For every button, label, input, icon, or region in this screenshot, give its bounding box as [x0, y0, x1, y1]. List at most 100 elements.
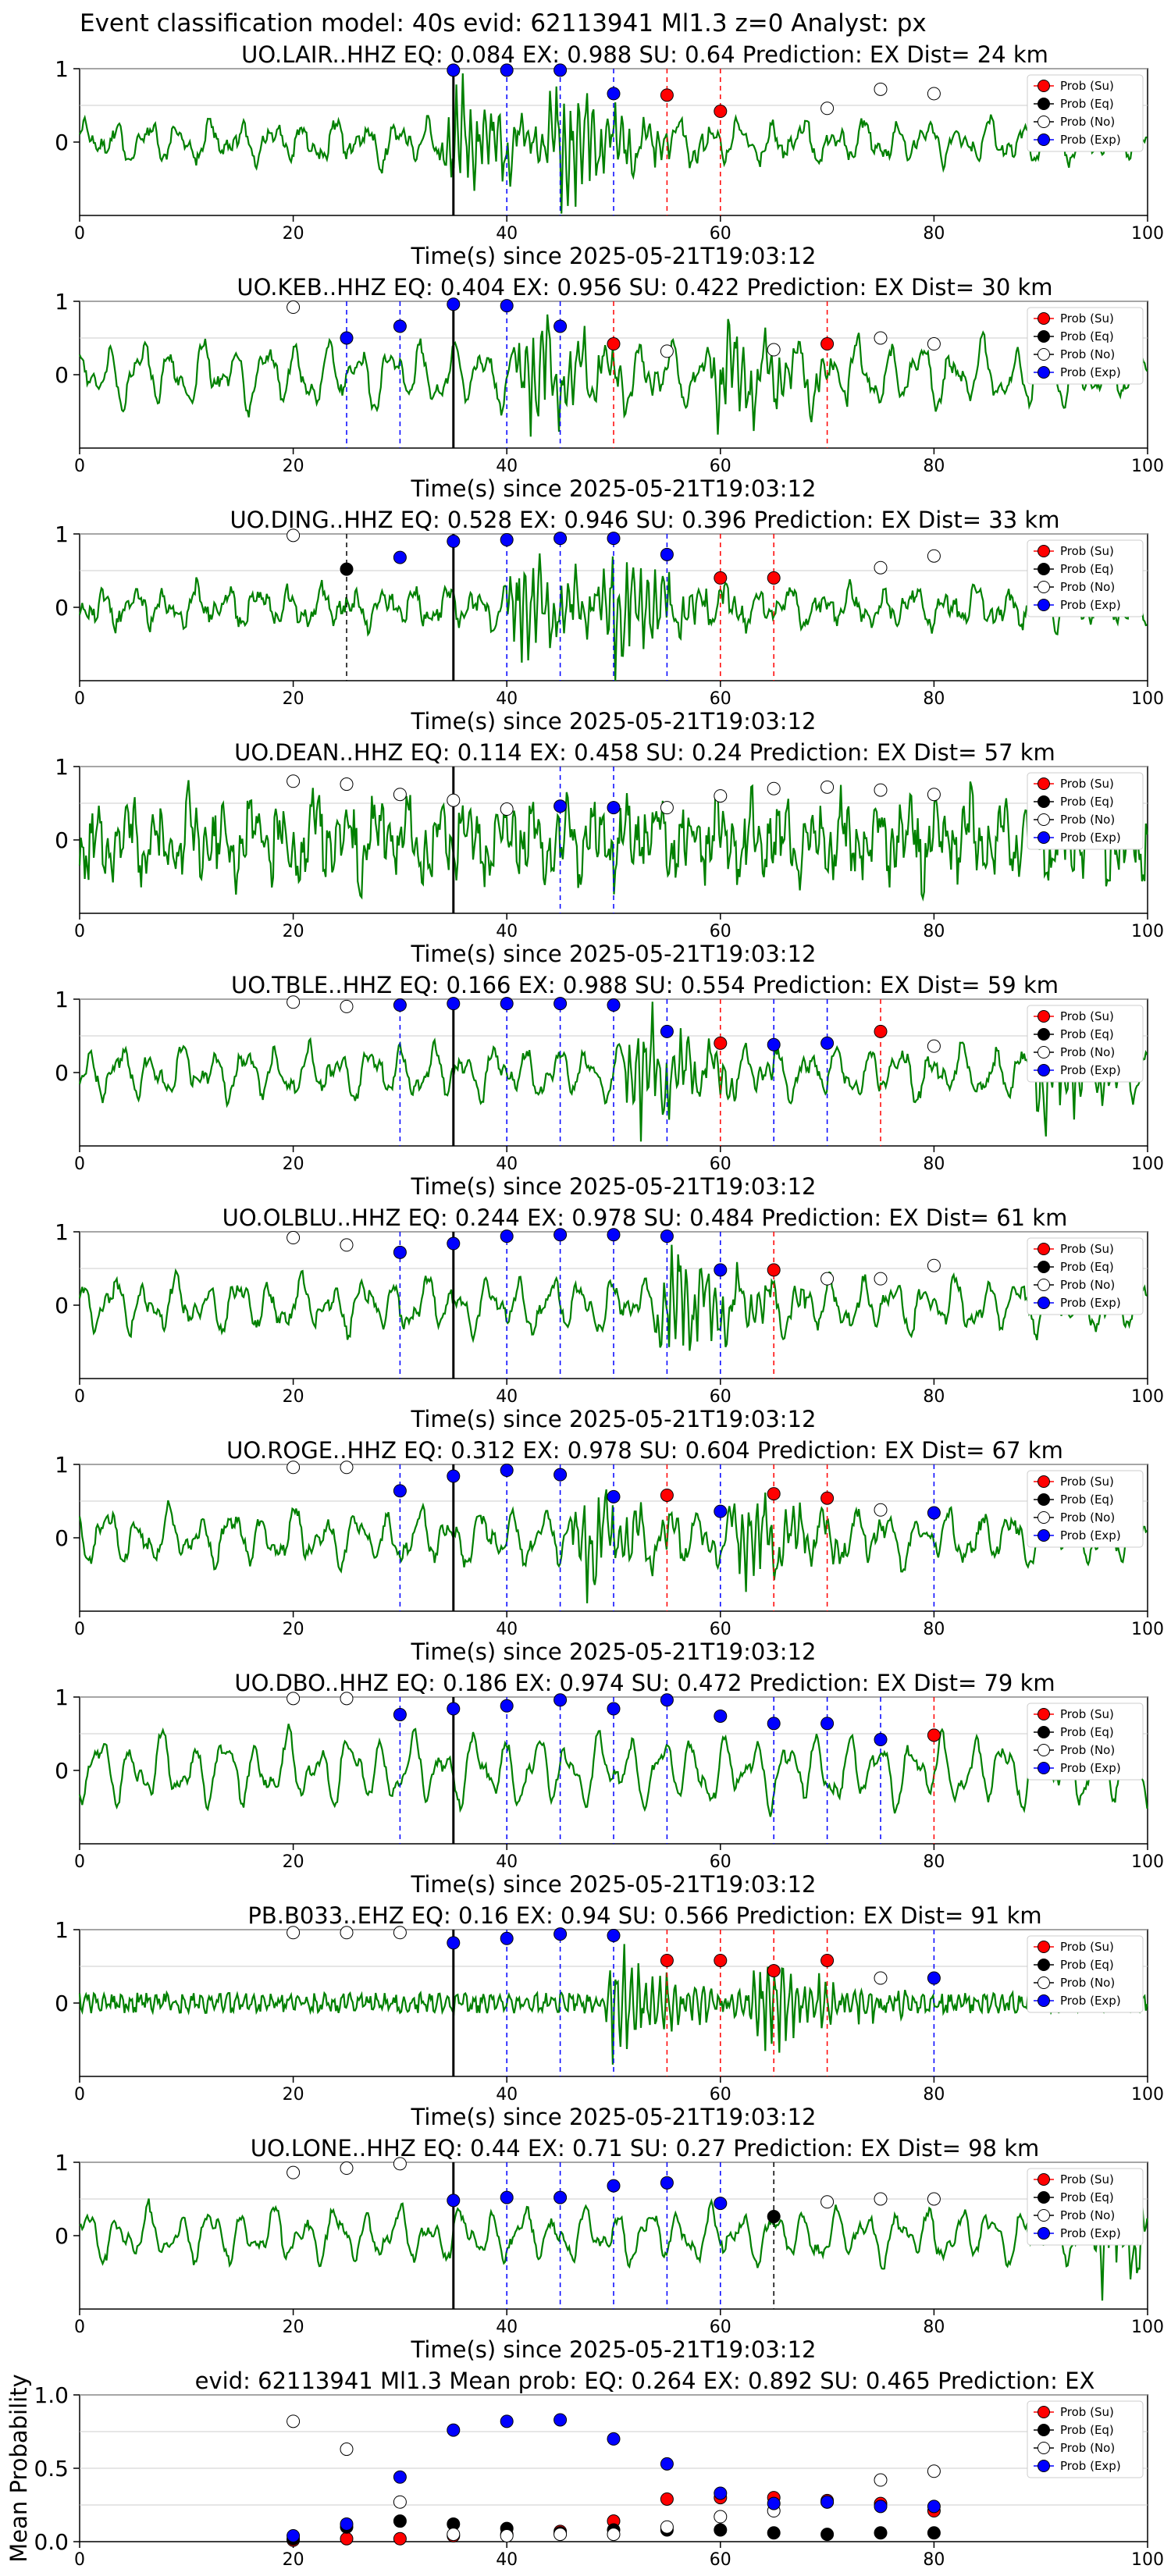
- panel-legend: Prob (Su) Prob (Eq) Prob (No) Prob (Exp): [1027, 1470, 1144, 1548]
- probability-point: [447, 63, 461, 77]
- mean-probability-point: [927, 2500, 941, 2514]
- legend-marker: [1038, 1261, 1050, 1273]
- x-tick-label: 60: [710, 2085, 731, 2105]
- x-tick-label: 20: [283, 1387, 304, 1407]
- mean-probability-point: [820, 2495, 835, 2509]
- probability-point: [553, 319, 568, 333]
- y-axis-label: Mean Probability: [5, 2374, 32, 2563]
- legend-box: [1027, 772, 1144, 850]
- legend-label: Prob (Exp): [1060, 1296, 1121, 1310]
- legend-marker: [1038, 795, 1050, 808]
- x-tick-label: 80: [923, 1620, 945, 1639]
- panel-title: evid: 62113941 Ml1.3 Mean prob: EQ: 0.26…: [195, 2368, 1095, 2394]
- y-tick-label: 1: [55, 56, 69, 82]
- probability-point: [393, 550, 407, 564]
- probability-point: [660, 88, 674, 102]
- x-tick-label: 100: [1131, 2550, 1164, 2570]
- x-tick-label: 0: [74, 457, 85, 476]
- probability-point: [714, 1953, 728, 1967]
- x-tick-label: 100: [1131, 2085, 1164, 2105]
- x-tick-label: 0: [74, 922, 85, 941]
- legend-box: [1027, 307, 1144, 385]
- x-tick-label: 80: [923, 922, 945, 941]
- legend-label: Prob (Exp): [1060, 1063, 1121, 1077]
- x-tick-label: 0: [74, 1387, 85, 1407]
- y-tick-label: 1: [55, 1452, 69, 1478]
- probability-point: [927, 337, 941, 351]
- waveform-trace: [78, 1724, 1148, 1817]
- legend-marker: [1038, 1493, 1050, 1506]
- x-tick-label: 40: [496, 2318, 518, 2337]
- probability-point: [874, 82, 888, 96]
- probability-point: [287, 995, 301, 1009]
- probability-point: [287, 528, 301, 543]
- probability-point: [820, 101, 835, 116]
- panel-legend: Prob (Su) Prob (Eq) Prob (No) Prob (Exp): [1027, 539, 1144, 617]
- probability-point: [660, 801, 674, 815]
- x-tick-label: 20: [283, 1155, 304, 1174]
- probability-point: [553, 2190, 568, 2204]
- legend-marker: [1038, 1708, 1050, 1720]
- x-axis-label: Time(s) since 2025-05-21T19:03:12: [411, 2336, 817, 2363]
- mean-legend: Prob (Su) Prob (Eq) Prob (No) Prob (Exp): [1027, 2400, 1144, 2478]
- legend-label: Prob (Eq): [1060, 2190, 1114, 2204]
- legend-marker: [1038, 2442, 1050, 2454]
- probability-point: [927, 1971, 941, 1985]
- probability-point: [714, 789, 728, 803]
- station-panel: UO.DEAN..HHZ EQ: 0.114 EX: 0.458 SU: 0.2…: [55, 739, 1164, 967]
- legend-marker: [1038, 98, 1050, 110]
- station-panel: UO.KEB..HHZ EQ: 0.404 EX: 0.956 SU: 0.42…: [55, 274, 1164, 502]
- figure-title: Event classification model: 40s evid: 62…: [80, 9, 927, 37]
- x-tick-label: 0: [74, 2550, 85, 2570]
- legend-marker: [1038, 348, 1050, 361]
- probability-point: [714, 2197, 728, 2211]
- mean-probability-point: [393, 2470, 407, 2484]
- y-tick-label: 1: [55, 1219, 69, 1245]
- probability-point: [553, 1693, 568, 1707]
- probability-point: [660, 344, 674, 358]
- x-tick-label: 60: [710, 2318, 731, 2337]
- legend-label: Prob (Su): [1060, 2405, 1114, 2419]
- legend-marker: [1038, 1762, 1050, 1774]
- probability-point: [820, 1953, 835, 1967]
- probability-point: [607, 337, 621, 351]
- panel-legend: Prob (Su) Prob (Eq) Prob (No) Prob (Exp): [1027, 1703, 1144, 1781]
- x-tick-label: 100: [1131, 224, 1164, 244]
- mean-probability-point: [660, 2457, 674, 2471]
- probability-point: [927, 1728, 941, 1742]
- legend-marker: [1038, 813, 1050, 826]
- legend-label: Prob (No): [1060, 1743, 1115, 1757]
- y-tick-label: 0: [55, 2223, 69, 2249]
- x-axis-label: Time(s) since 2025-05-21T19:03:12: [411, 941, 817, 967]
- x-tick-label: 40: [496, 689, 518, 709]
- probability-point: [927, 549, 941, 563]
- probability-point: [447, 1236, 461, 1251]
- probability-point: [607, 1489, 621, 1503]
- mean-probability-point: [447, 2528, 461, 2542]
- probability-point: [714, 1036, 728, 1050]
- panel-title: UO.LONE..HHZ EQ: 0.44 EX: 0.71 SU: 0.27 …: [251, 2135, 1040, 2161]
- probability-point: [714, 571, 728, 585]
- probability-point: [553, 1228, 568, 1242]
- legend-label: Prob (Su): [1060, 1475, 1114, 1489]
- legend-marker: [1038, 1994, 1050, 2007]
- probability-point: [874, 2192, 888, 2206]
- legend-label: Prob (No): [1060, 580, 1115, 594]
- legend-marker: [1038, 545, 1050, 557]
- x-tick-label: 20: [283, 457, 304, 476]
- mean-probability-point: [607, 2432, 621, 2446]
- legend-label: Prob (No): [1060, 347, 1115, 361]
- legend-marker: [1038, 1744, 1050, 1756]
- probability-point: [820, 1491, 835, 1505]
- x-tick-label: 80: [923, 1852, 945, 1872]
- x-tick-label: 100: [1131, 1620, 1164, 1639]
- legend-box: [1027, 1935, 1144, 2013]
- legend-label: Prob (Exp): [1060, 598, 1121, 612]
- probability-point: [340, 999, 354, 1013]
- x-tick-label: 0: [74, 1620, 85, 1639]
- legend-label: Prob (Su): [1060, 79, 1114, 93]
- mean-probability-point: [660, 2520, 674, 2534]
- legend-marker: [1038, 1976, 1050, 1989]
- probability-point: [714, 1263, 728, 1277]
- probability-point: [287, 1692, 301, 1706]
